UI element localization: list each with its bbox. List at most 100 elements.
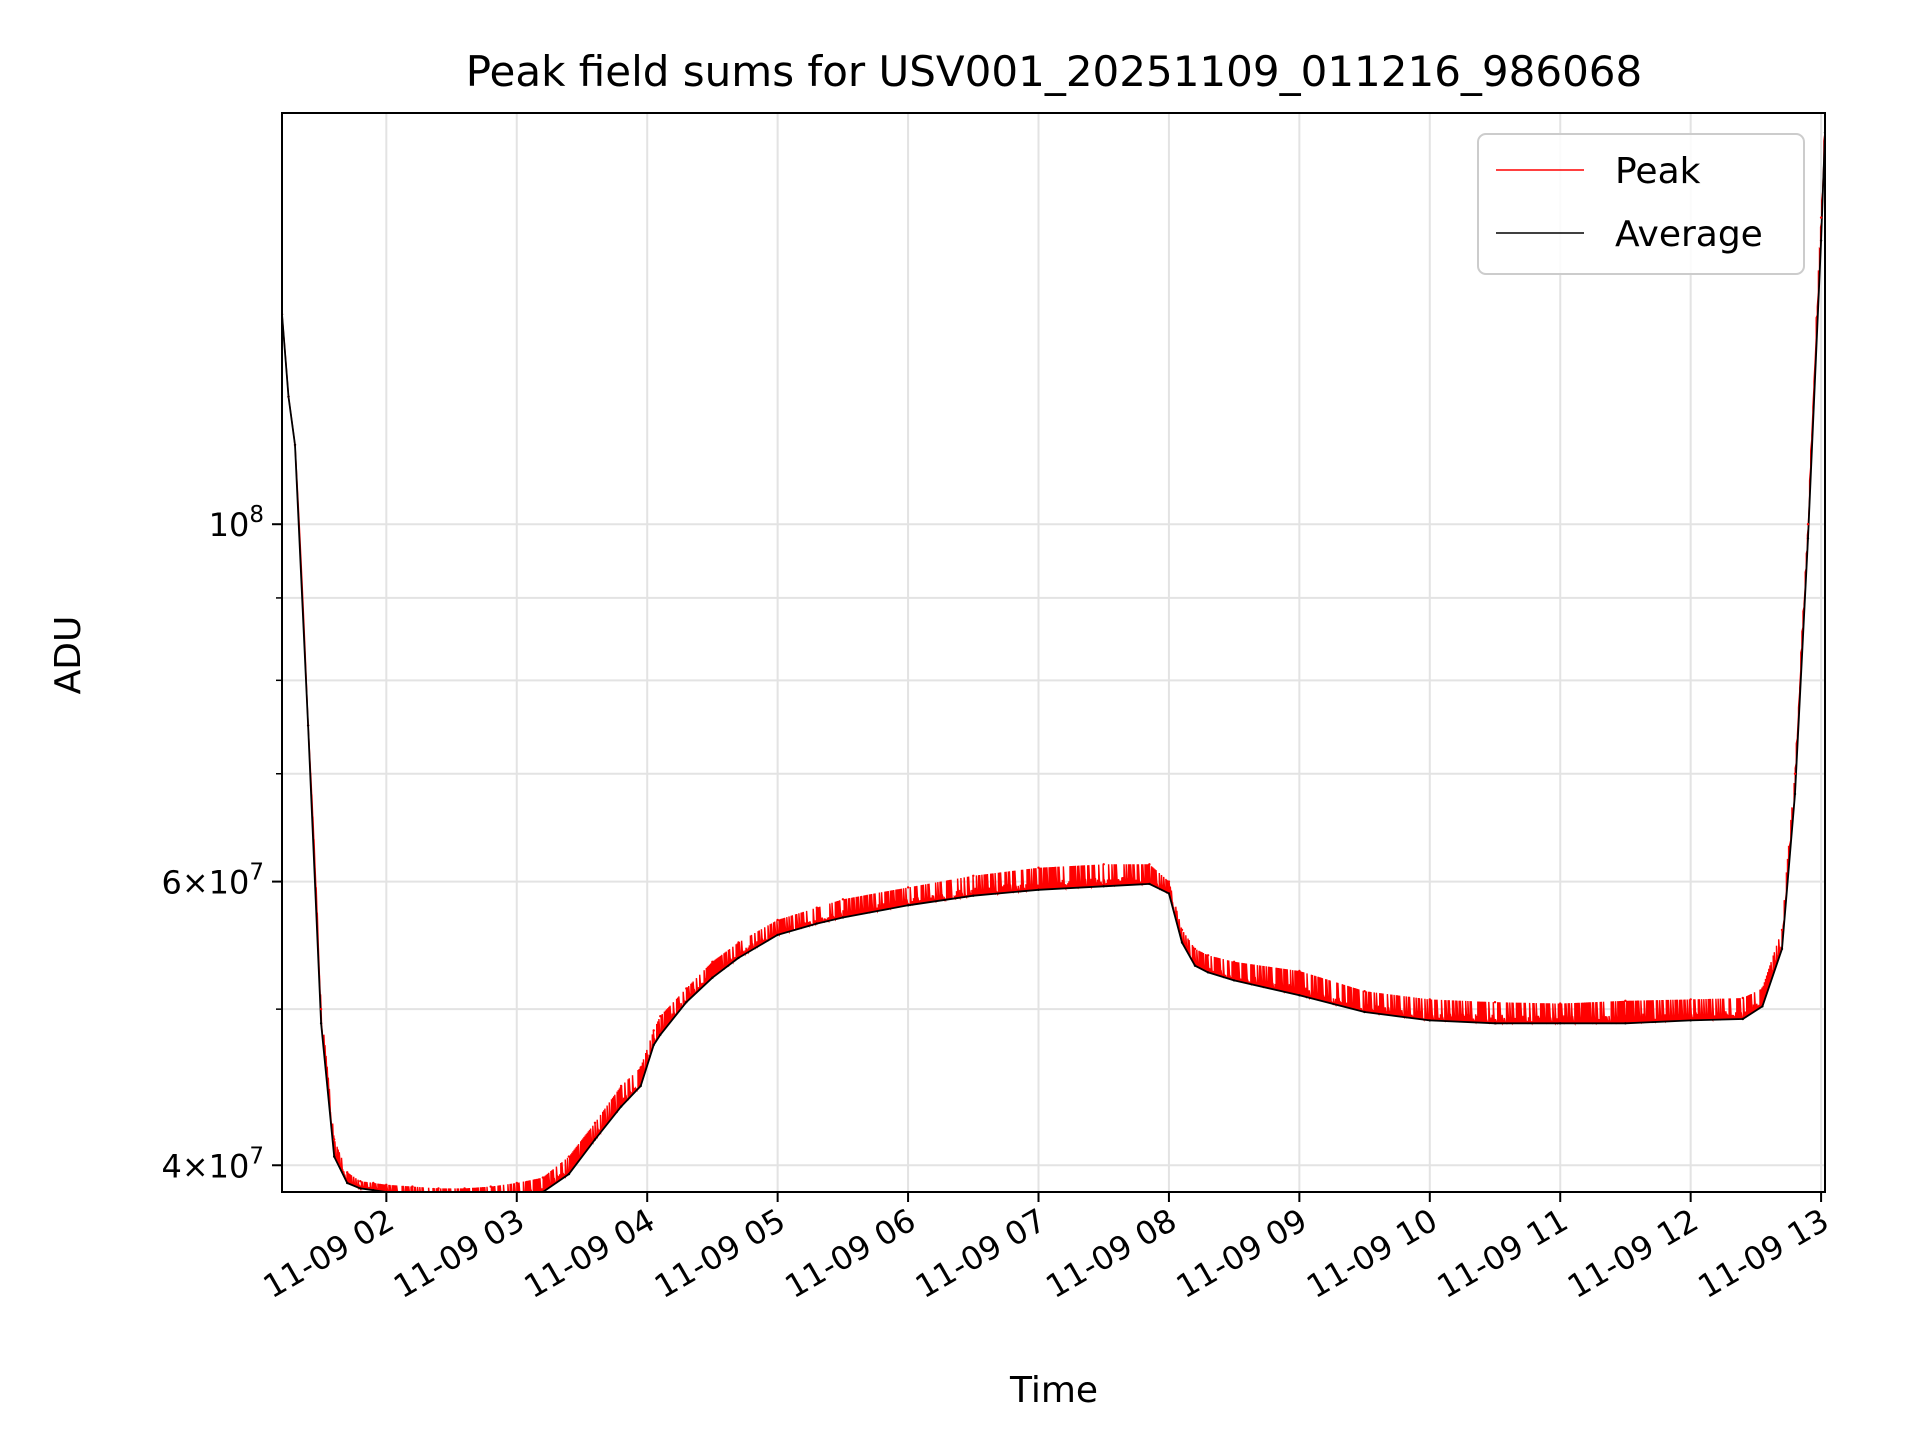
plot-frame [281,112,1826,1193]
average-data-point [1167,892,1171,895]
peak-data-point [1148,863,1151,866]
average-data-point [639,1084,642,1088]
average-data-point [567,1172,571,1176]
peak-data-point [1819,216,1823,219]
average-data-point [737,956,740,960]
peak-data-point [972,874,975,877]
average-data-point [1493,1022,1497,1025]
peak-data-point [1793,772,1797,775]
average-data-point [1232,979,1236,982]
peak-data-point [1193,947,1197,951]
peak-data-point [685,987,688,990]
peak-data-point [333,1138,336,1141]
peak-data-point [359,1180,362,1183]
average-data-point [1102,885,1105,888]
average-data-point [1819,239,1823,242]
average-data-point [1363,1010,1366,1014]
y-axis: 4×107 6×107 108 [161,502,282,1185]
peak-data-point [841,898,845,901]
average-data-point [372,1189,375,1192]
peak-data-point [1624,999,1627,1002]
peak-data-point [319,1007,323,1011]
average-data-point [1624,1022,1627,1025]
average-data-point [652,1043,655,1047]
peak-data-point [1298,969,1301,973]
y-tick-label: 108 [209,502,264,544]
legend-average-label: Average [1615,214,1763,255]
x-axis-label: Time [1009,1370,1098,1411]
peak-data-point [1741,996,1745,1000]
average-data-point [1037,888,1040,891]
average-data-point [659,1033,662,1037]
peak-data-point [1761,987,1764,990]
average-data-point [685,1001,688,1004]
average-data-point [1148,882,1151,886]
average-data-point [333,1155,336,1158]
average-data-point [1780,947,1784,951]
average-data-point [1298,994,1301,997]
peak-data-point [515,1181,518,1185]
peak-data-point [1102,863,1105,866]
average-data-point [841,916,845,919]
peak-data-point [1206,954,1210,957]
average-data-point [1428,1019,1432,1022]
average-data-point [619,1105,623,1108]
peak-data-point [593,1121,597,1125]
peak-data-point [776,918,779,922]
peak-data-point [1037,866,1040,869]
average-data-point [593,1138,597,1141]
peak-data-point [463,1187,466,1190]
average-data-point [776,933,779,937]
peak-data-point [619,1084,623,1088]
y-tick-label: 6×107 [161,860,264,902]
average-data-point [815,922,818,925]
average-data-point [359,1187,362,1190]
legend: Peak Average [1477,133,1805,275]
peak-data-point [906,886,910,889]
peak-data-point [639,1066,642,1069]
peak-data-point [652,1029,655,1032]
average-data-point [1761,1005,1764,1008]
average-data-point [1559,1022,1562,1025]
peak-data-point [489,1185,492,1188]
average-data-point [319,1022,323,1025]
peak-data-point [1806,523,1810,526]
average-data-point [1806,537,1810,540]
peak-data-point [385,1183,388,1187]
average-data-point [306,724,310,727]
average-data-point [906,904,910,907]
legend-peak-label: Peak [1615,151,1701,192]
peak-data-point [1428,998,1432,1001]
chart-title: Peak field sums for USV001_20251109_0112… [466,47,1643,96]
peak-data-point [1689,998,1692,1001]
peak-data-point [815,906,818,909]
peak-data-point [659,1015,662,1018]
average-data-point [287,395,290,398]
peak-data-point [1180,928,1184,932]
peak-data-point [737,941,740,944]
peak-data-point [541,1176,545,1179]
average-data-point [293,443,297,447]
peak-data-point [567,1155,571,1158]
y-tick-label: 4×107 [161,1143,264,1185]
peak-data-point [1167,880,1171,883]
y-axis-label: ADU [48,616,89,695]
average-data-point [972,894,975,897]
average-data-point [1206,971,1210,974]
average-data-point [1193,964,1197,967]
peak-data-point [1363,990,1366,993]
peak-data-point [346,1171,349,1174]
average-data-point [1689,1019,1692,1022]
peak-data-point [1493,1001,1497,1004]
peak-data-point [411,1185,414,1188]
peak-data-point [1232,960,1236,963]
legend-box [1477,133,1805,275]
average-data-point [346,1181,349,1185]
peak-data-point [711,960,714,963]
peak-data-point [437,1187,440,1190]
average-data-point [1741,1017,1745,1021]
peak-data-point [1559,1002,1562,1005]
average-data-point [711,976,714,979]
average-data-point [1180,941,1184,944]
